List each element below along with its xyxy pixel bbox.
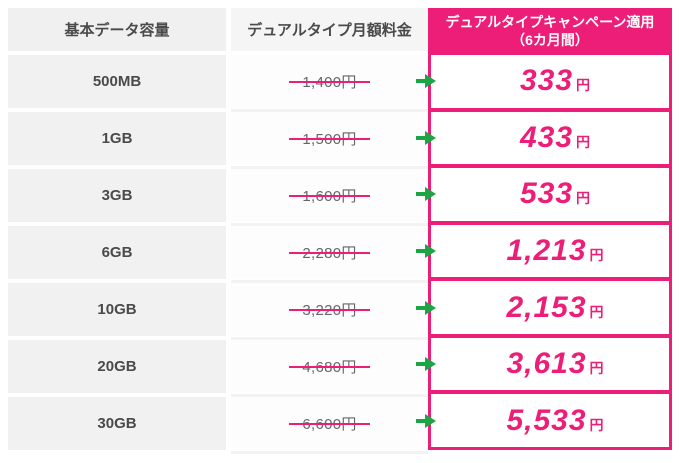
regular-price-cell: 2,280円 — [231, 226, 428, 283]
capacity-cell: 10GB — [8, 283, 226, 336]
price-unit: 円 — [589, 303, 604, 320]
header-campaign: デュアルタイプキャンペーン適用 （6カ月間） — [431, 11, 669, 51]
capacity-label: 20GB — [97, 358, 137, 375]
campaign-price-cell: 5,533 円 — [416, 390, 669, 447]
capacity-cell: 30GB — [8, 397, 226, 450]
price-value: 433 — [519, 120, 574, 154]
capacity-label: 1GB — [101, 130, 133, 147]
header-regular-price: デュアルタイプ月額料金 — [231, 8, 428, 51]
strikethrough-price: 6,600円 — [289, 413, 371, 434]
capacity-cell: 6GB — [8, 226, 226, 279]
campaign-price-cell: 533 円 — [416, 164, 669, 221]
campaign-price-cell: 2,153 円 — [416, 277, 669, 334]
price-value: 3,613 — [506, 347, 587, 381]
capacity-cell: 500MB — [8, 55, 226, 108]
price-unit: 円 — [589, 416, 604, 433]
regular-price-cell: 3,220円 — [231, 283, 428, 340]
arrow-right-icon — [416, 244, 436, 259]
header-regular-price-label: デュアルタイプ月額料金 — [247, 22, 412, 39]
campaign-price-cell: 3,613 円 — [416, 333, 669, 391]
campaign-price-cell: 1,213 円 — [416, 220, 669, 278]
campaign-price: 2,153 円 — [496, 291, 603, 325]
price-unit: 円 — [576, 190, 591, 207]
price-unit: 円 — [589, 247, 604, 264]
arrow-right-icon — [416, 357, 436, 372]
capacity-cell: 20GB — [8, 340, 226, 393]
arrow-right-icon — [416, 74, 436, 89]
campaign-price: 433 円 — [510, 121, 590, 155]
capacity-label: 10GB — [97, 301, 137, 318]
left-columns-grid: 基本データ容量 デュアルタイプ月額料金 500MB 1,400円 1GB 1,5… — [8, 8, 428, 454]
campaign-price: 1,213 円 — [496, 234, 603, 268]
campaign-column: デュアルタイプキャンペーン適用 （6カ月間） 333 円 433 円 533 円 1,… — [416, 8, 672, 450]
price-value: 1,213 — [506, 234, 587, 268]
regular-price-cell: 1,400円 — [231, 55, 428, 112]
header-campaign-line2: （6カ月間） — [511, 32, 589, 48]
regular-price-cell: 1,600円 — [231, 169, 428, 226]
arrow-right-icon — [416, 300, 436, 315]
arrow-right-icon — [416, 413, 436, 428]
price-unit: 円 — [576, 133, 591, 150]
regular-price-cell: 1,500円 — [231, 112, 428, 169]
arrow-right-icon — [416, 130, 436, 145]
header-campaign-line1: デュアルタイプキャンペーン適用 — [445, 13, 655, 30]
capacity-cell: 1GB — [8, 112, 226, 165]
price-unit: 円 — [576, 77, 591, 94]
strikethrough-price: 4,680円 — [289, 356, 371, 377]
campaign-price-cell: 333 円 — [416, 51, 669, 108]
campaign-price: 533 円 — [510, 177, 590, 211]
campaign-price: 3,613 円 — [496, 347, 603, 381]
price-value: 2,153 — [506, 290, 587, 324]
price-value: 533 — [519, 177, 574, 211]
regular-price-cell: 4,680円 — [231, 340, 428, 397]
campaign-price-cell: 433 円 — [416, 107, 669, 165]
capacity-label: 6GB — [101, 244, 133, 261]
campaign-price: 5,533 円 — [496, 404, 603, 438]
header-capacity-label: 基本データ容量 — [64, 22, 170, 39]
price-unit: 円 — [589, 360, 604, 377]
capacity-cell: 3GB — [8, 169, 226, 222]
arrow-right-icon — [416, 187, 436, 202]
capacity-label: 500MB — [92, 73, 142, 90]
strikethrough-price: 3,220円 — [289, 299, 371, 320]
strikethrough-price: 2,280円 — [289, 242, 371, 263]
strikethrough-price: 1,500円 — [289, 128, 371, 149]
price-value: 5,533 — [506, 403, 587, 437]
price-value: 333 — [519, 64, 574, 98]
strikethrough-price: 1,400円 — [289, 71, 371, 92]
capacity-label: 30GB — [97, 415, 137, 432]
campaign-price: 333 円 — [510, 64, 590, 98]
header-capacity: 基本データ容量 — [8, 8, 226, 51]
strikethrough-price: 1,600円 — [289, 185, 371, 206]
capacity-label: 3GB — [101, 187, 133, 204]
regular-price-cell: 6,600円 — [231, 397, 428, 454]
